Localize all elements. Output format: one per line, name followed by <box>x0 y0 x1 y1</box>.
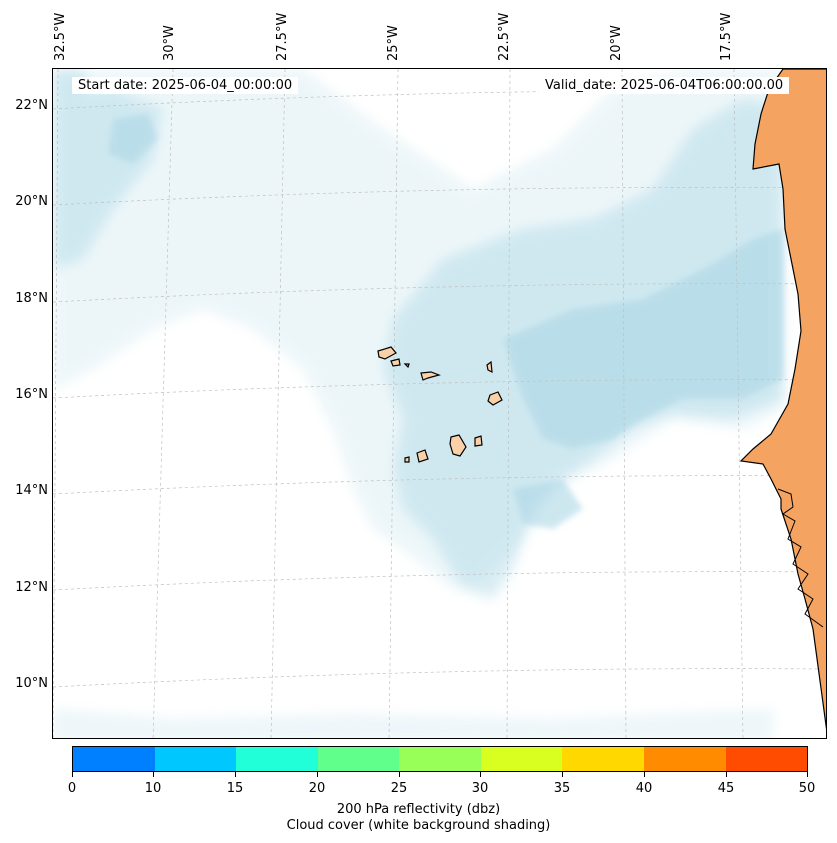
colorbar-tick-40 <box>644 772 645 777</box>
lon-label-25w: 25°W <box>386 25 401 61</box>
colorbar-tick-label-40: 40 <box>635 781 653 796</box>
colorbar-tick-label-25: 25 <box>390 781 408 796</box>
colorbar-tick-30 <box>480 772 481 777</box>
colorbar-tick-50 <box>807 772 808 777</box>
colorbar-segment-20-25 <box>317 747 400 771</box>
lat-label-14n: 14°N <box>15 483 48 498</box>
colorbar-tick-35 <box>562 772 563 777</box>
lat-label-12n: 12°N <box>15 580 48 595</box>
colorbar-segment-40-45 <box>643 747 726 771</box>
lon-label-22-5w: 22.5°W <box>497 12 512 61</box>
lat-label-20n: 20°N <box>15 194 48 209</box>
colorbar-tick-label-45: 45 <box>717 781 735 796</box>
cloud-cover-dense <box>108 114 783 529</box>
colorbar-tick-label-35: 35 <box>553 781 571 796</box>
lon-label-30w: 30°W <box>162 25 177 61</box>
lat-label-22n: 22°N <box>15 98 48 113</box>
colorbar-segment-15-20 <box>236 747 318 771</box>
reflectivity-colorbar <box>72 746 808 772</box>
colorbar-tick-0 <box>72 772 73 777</box>
colorbar-segment-45-50 <box>725 747 808 771</box>
colorbar-tick-label-50: 50 <box>798 781 816 796</box>
colorbar-label: 200 hPa reflectivity (dbz) <box>336 802 501 817</box>
start-date-label: Start date: 2025-06-04_00:00:00 <box>72 77 299 94</box>
graticule <box>53 69 826 738</box>
colorbar-segment-10-15 <box>154 747 237 771</box>
lat-label-18n: 18°N <box>15 291 48 306</box>
colorbar-tick-label-20: 20 <box>308 781 326 796</box>
colorbar-tick-20 <box>317 772 318 777</box>
lat-label-10n: 10°N <box>15 676 48 691</box>
lon-label-27-5w: 27.5°W <box>275 12 290 61</box>
colorbar-segment-25-30 <box>399 747 481 771</box>
map-canvas <box>53 69 826 738</box>
colorbar-segment-35-40 <box>562 747 644 771</box>
map-panel[interactable] <box>52 68 827 739</box>
lon-label-32-5w: 32.5°W <box>53 12 68 61</box>
valid-date-label: Valid_date: 2025-06-04T06:00:00.00 <box>539 77 790 94</box>
colorbar-segment-0-10 <box>73 747 155 771</box>
colorbar-tick-label-30: 30 <box>471 781 489 796</box>
colorbar-tick-15 <box>235 772 236 777</box>
lon-label-20w: 20°W <box>609 25 624 61</box>
colorbar-tick-label-10: 10 <box>144 781 162 796</box>
lat-label-16n: 16°N <box>15 387 48 402</box>
colorbar-tick-label-0: 0 <box>67 781 77 796</box>
lon-label-17-5w: 17.5°W <box>719 12 734 61</box>
colorbar-tick-10 <box>153 772 154 777</box>
africa-landmass <box>739 69 826 730</box>
coast-detail <box>777 488 824 628</box>
colorbar-tick-45 <box>726 772 727 777</box>
colorbar-sublabel: Cloud cover (white background shading) <box>286 818 551 833</box>
colorbar-tick-label-15: 15 <box>226 781 244 796</box>
cape-verde-islands <box>377 346 503 463</box>
colorbar-tick-25 <box>399 772 400 777</box>
colorbar-segment-30-35 <box>480 747 563 771</box>
